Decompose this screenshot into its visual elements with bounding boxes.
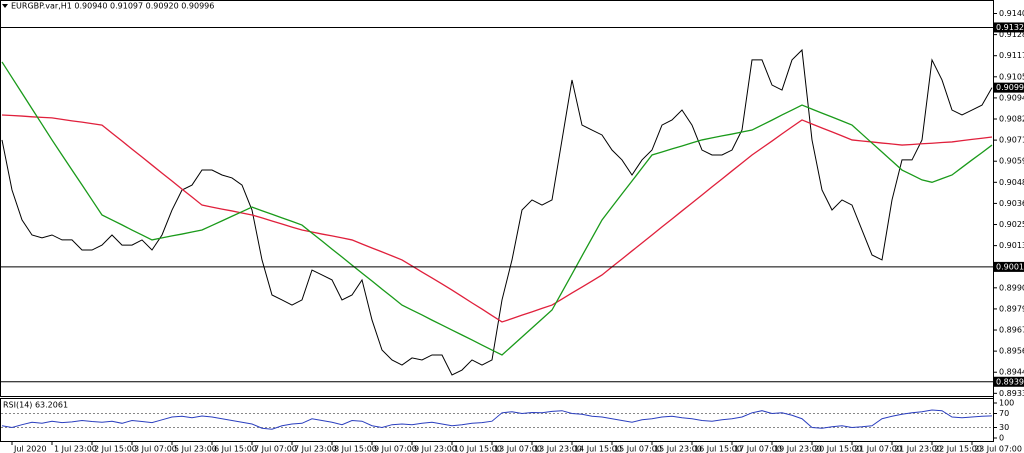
y-tick-label: 0.91400: [999, 9, 1024, 18]
y-tick-label: 0.91170: [999, 51, 1024, 60]
x-tick-label: 13 Jul 23:00: [534, 445, 582, 453]
x-tick-label: 13 Jul 07:00: [494, 445, 542, 453]
level-label-box: [994, 261, 1024, 272]
y-tick-label: 0.89675: [999, 326, 1024, 335]
y-tick-label: 0.89445: [999, 368, 1024, 377]
symbol-header: EURGBP.var,H1 0.90940 0.91097 0.90920 0.…: [11, 2, 214, 11]
level-label-box: [994, 22, 1024, 33]
rsi-title: RSI(14) 63.2061: [3, 401, 68, 410]
y-tick-label: 0.90250: [999, 220, 1024, 229]
level-label: 0.89393: [996, 377, 1024, 386]
x-tick-label: 21 Jul 23:00: [894, 445, 942, 453]
x-tick-label: 3 Jul 07:00: [134, 445, 177, 453]
last-price-label: 0.90996: [996, 83, 1024, 92]
x-tick-label: 16 Jul 15:00: [694, 445, 742, 453]
rsi-panel: [0, 398, 994, 442]
x-tick-label: 9 Jul 07:00: [374, 445, 417, 453]
y-tick-label: 0.90940: [999, 93, 1024, 102]
symbol-marker: [2, 4, 8, 8]
level-label: 0.90019: [996, 262, 1024, 271]
level-label-box: [994, 376, 1024, 387]
x-tick-label: 22 Jul 15:00: [934, 445, 982, 453]
series-line: [1, 48, 993, 376]
x-tick-label: 15 Jul 23:00: [654, 445, 702, 453]
y-tick-label: 0.89560: [999, 347, 1024, 356]
level-label: 0.91324: [996, 23, 1024, 32]
x-tick-label: 6 Jul 15:00: [214, 445, 257, 453]
y-tick-label: 0.90480: [999, 178, 1024, 187]
last-price-box: [994, 82, 1024, 93]
y-tick-label: 0.90825: [999, 115, 1024, 124]
series-line: [1, 114, 993, 323]
x-tick-label: Jul 2020: [13, 445, 47, 453]
x-tick-label: 14 Jul 15:00: [574, 445, 622, 453]
x-tick-label: 8 Jul 15:00: [334, 445, 377, 453]
x-tick-label: 2 Jul 15:00: [94, 445, 137, 453]
y-tick-label: 0.90595: [999, 157, 1024, 166]
x-tick-label: 17 Jul 07:00: [734, 445, 782, 453]
y-tick-label: 0: [999, 434, 1004, 443]
y-tick-label: 0.91055: [999, 72, 1024, 81]
y-tick-label: 0.90365: [999, 199, 1024, 208]
x-tick-label: 1 Jul 23:00: [54, 445, 97, 453]
y-tick-label: 0.89330: [999, 389, 1024, 398]
x-tick-label: 20 Jul 15:00: [814, 445, 862, 453]
x-tick-label: 7 Jul 23:00: [294, 445, 337, 453]
x-tick-label: 21 Jul 07:00: [854, 445, 902, 453]
y-tick-label: 0.90710: [999, 136, 1024, 145]
y-tick-label: 100: [999, 399, 1014, 408]
x-tick-label: 10 Jul 15:00: [454, 445, 502, 453]
y-tick-label: 0.89790: [999, 304, 1024, 313]
x-tick-label: 9 Jul 23:00: [414, 445, 457, 453]
y-tick-label: 0.90135: [999, 241, 1024, 250]
series-line: [1, 61, 993, 356]
x-tick-label: 7 Jul 07:00: [254, 445, 297, 453]
y-tick-label: 0.89905: [999, 283, 1024, 292]
main-panel: [0, 0, 994, 397]
y-tick-label: 30: [999, 423, 1009, 432]
x-tick-label: 15 Jul 07:00: [614, 445, 662, 453]
y-tick-label: 0.91285: [999, 30, 1024, 39]
series-line: [1, 409, 993, 430]
x-tick-label: 23 Jul 07:00: [974, 445, 1022, 453]
x-tick-label: 19 Jul 23:00: [774, 445, 822, 453]
y-tick-label: 70: [999, 409, 1009, 418]
x-tick-label: 5 Jul 23:00: [174, 445, 217, 453]
